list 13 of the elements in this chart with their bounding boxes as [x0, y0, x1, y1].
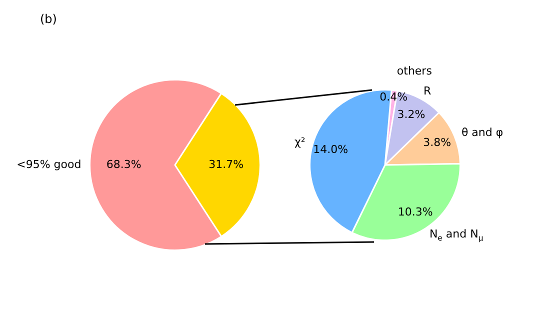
slice-label: <95% good — [16, 158, 82, 171]
chart-title: (b) — [40, 12, 57, 26]
slice-label: χ² — [294, 136, 306, 149]
data-label: 3.8% — [423, 136, 452, 150]
data-label: 0.4% — [380, 90, 408, 104]
data-label: 68.3% — [106, 158, 142, 171]
data-label: 10.3% — [398, 205, 433, 218]
data-label: 14.0% — [313, 142, 348, 156]
slice-label: R — [423, 84, 432, 98]
slice-label: θ and φ — [461, 126, 504, 140]
data-label: 3.2% — [397, 108, 426, 121]
slice-label: others — [396, 64, 432, 78]
data-label: 31.7% — [208, 158, 244, 171]
